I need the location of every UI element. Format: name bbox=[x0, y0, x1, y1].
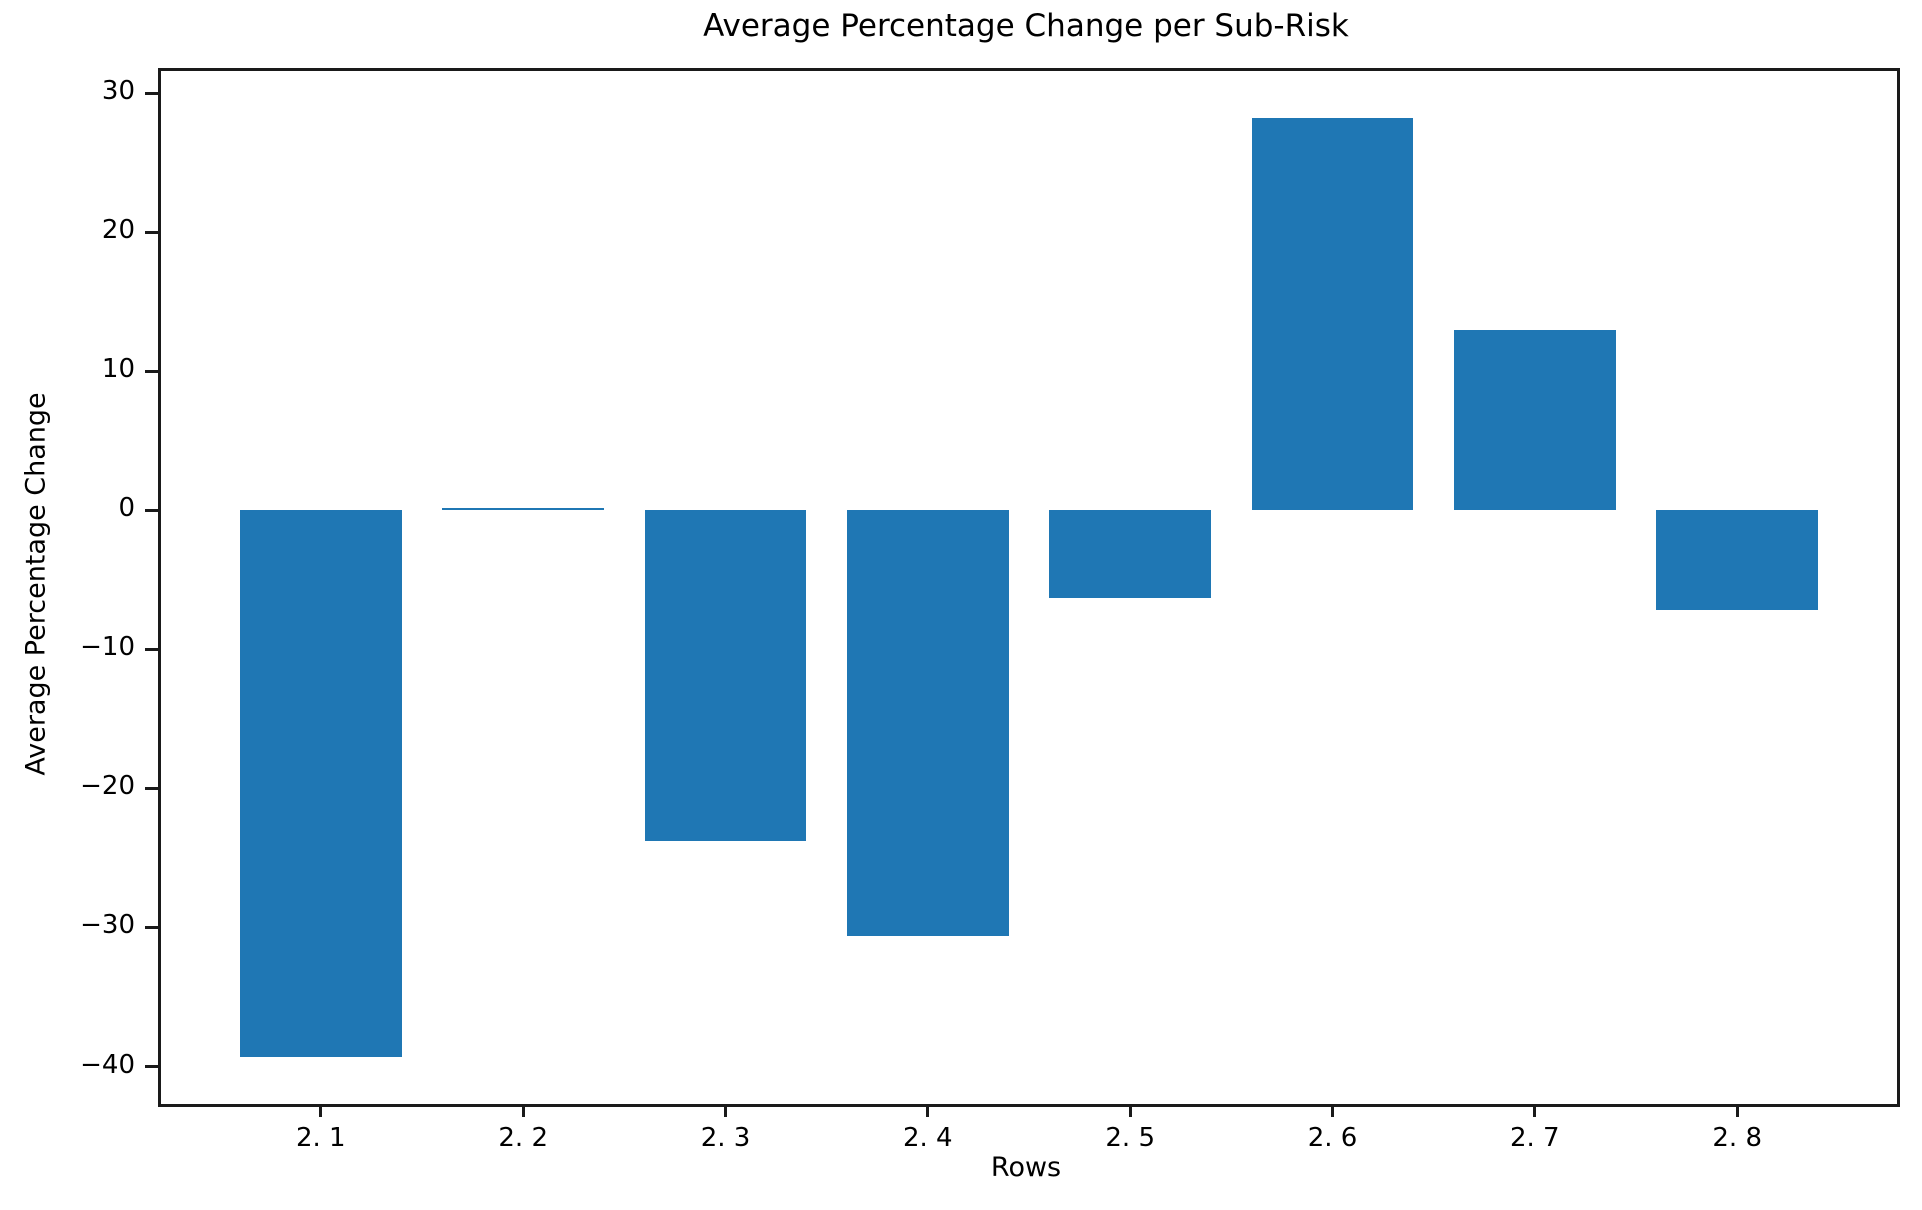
y-axis-label: Average Percentage Change bbox=[20, 392, 52, 776]
bar-2-1 bbox=[239, 510, 402, 1057]
y-tick-mark bbox=[145, 508, 158, 512]
bar-2-6 bbox=[1251, 118, 1414, 511]
x-tick-mark bbox=[1331, 1104, 1334, 1117]
x-tick-label: 2. 6 bbox=[1307, 1123, 1358, 1153]
x-tick-mark bbox=[319, 1104, 323, 1117]
x-tick-label: 2. 1 bbox=[295, 1123, 346, 1153]
x-tick-label: 2. 7 bbox=[1509, 1123, 1560, 1153]
x-tick-mark bbox=[1735, 1104, 1739, 1117]
y-tick-mark bbox=[145, 1065, 158, 1068]
y-tick-label: 20 bbox=[101, 215, 135, 246]
bar-2-5 bbox=[1049, 510, 1212, 598]
y-tick-label: 0 bbox=[118, 493, 135, 524]
chart-title: Average Percentage Change per Sub-Risk bbox=[703, 8, 1349, 44]
bar-2-4 bbox=[846, 510, 1009, 936]
y-tick-label: 30 bbox=[101, 76, 135, 107]
plot-area: 30 20 10 0 −10 −20 −30 −40 2. 1 2. 2 2. 3 2. 4 2. 5… bbox=[80, 68, 1900, 1153]
x-tick-mark bbox=[521, 1104, 525, 1117]
y-tick-mark bbox=[145, 647, 158, 651]
x-tick-label: 2. 4 bbox=[902, 1123, 953, 1153]
bar-2-3 bbox=[644, 510, 807, 842]
bar-2-7 bbox=[1453, 329, 1616, 511]
y-tick-label: −40 bbox=[80, 1049, 135, 1080]
y-tick-label: 10 bbox=[101, 354, 135, 385]
x-tick-mark bbox=[724, 1104, 727, 1117]
x-tick-mark bbox=[926, 1104, 930, 1117]
x-tick-label: 2. 8 bbox=[1712, 1123, 1762, 1153]
y-tick-mark bbox=[145, 369, 158, 373]
y-tick-label: −30 bbox=[80, 910, 135, 941]
y-tick-mark bbox=[145, 925, 158, 929]
x-tick-label: 2. 3 bbox=[700, 1123, 751, 1153]
y-tick-mark bbox=[145, 786, 158, 790]
y-tick-mark bbox=[145, 230, 158, 234]
x-tick-mark bbox=[1128, 1104, 1132, 1117]
x-axis-label: Rows bbox=[990, 1152, 1062, 1183]
y-tick-mark bbox=[145, 91, 158, 95]
x-tick-mark bbox=[1533, 1104, 1537, 1117]
bar-2-8 bbox=[1656, 510, 1819, 611]
y-tick-label: −20 bbox=[80, 771, 135, 802]
bar-2-2 bbox=[442, 508, 605, 511]
x-tick-label: 2. 5 bbox=[1105, 1123, 1155, 1153]
x-tick-label: 2. 2 bbox=[498, 1123, 548, 1153]
y-tick-label: −10 bbox=[80, 632, 135, 663]
